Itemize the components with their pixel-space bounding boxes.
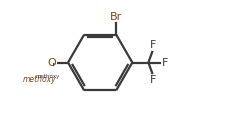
Text: F: F xyxy=(149,40,156,50)
Text: Br: Br xyxy=(110,12,122,22)
Text: methoxy: methoxy xyxy=(35,74,60,79)
Text: methoxy: methoxy xyxy=(23,75,56,84)
Text: F: F xyxy=(161,58,167,68)
Text: F: F xyxy=(149,75,156,85)
Text: O: O xyxy=(47,58,56,68)
